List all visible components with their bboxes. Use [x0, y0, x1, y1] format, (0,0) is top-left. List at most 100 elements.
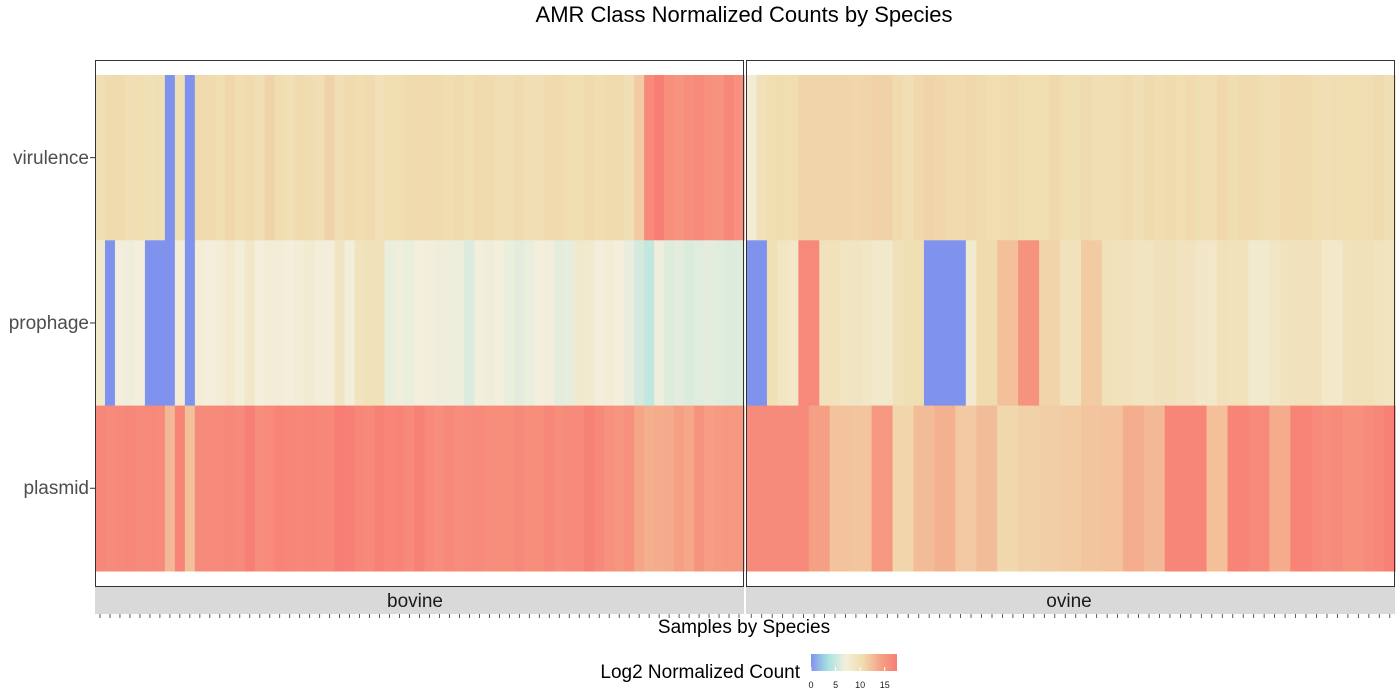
heatmap-cell	[194, 75, 206, 241]
heatmap-cell	[1175, 75, 1187, 241]
heatmap-cell	[504, 75, 515, 241]
heatmap-cell	[1185, 75, 1197, 241]
heatmap-cell	[1363, 405, 1375, 572]
y-label-virulence: virulence	[13, 148, 89, 169]
heatmap-cell	[624, 75, 635, 241]
heatmap-cell	[1384, 240, 1396, 407]
heatmap-cell	[1321, 240, 1333, 407]
heatmap-cell	[294, 240, 306, 407]
heatmap-cell	[364, 75, 376, 241]
heatmap-cell	[134, 405, 146, 572]
heatmap-cell	[564, 75, 575, 241]
heatmap-cell	[654, 75, 665, 241]
heatmap-cell	[524, 240, 535, 407]
heatmap-cell	[154, 75, 166, 241]
strip-ovine-bg	[746, 587, 1395, 614]
heatmap-cell	[1311, 75, 1323, 241]
heatmap-cell	[174, 240, 186, 407]
heatmap-cell	[766, 75, 779, 241]
heatmap-cell	[394, 240, 406, 407]
heatmap-cell	[254, 240, 266, 407]
heatmap-cell	[534, 75, 545, 241]
y-axis-ticks	[90, 157, 95, 489]
heatmap-cell	[284, 240, 296, 407]
strip-bovine-bg	[95, 587, 744, 614]
heatmap-cell	[674, 240, 685, 407]
heatmap-cell	[1300, 75, 1312, 241]
heatmap-cell	[164, 75, 176, 241]
heatmap-cell	[1332, 240, 1344, 407]
heatmap-cell	[264, 405, 276, 572]
heatmap-cell	[882, 75, 894, 241]
heatmap-cell	[1070, 240, 1082, 407]
legend-colorbar	[811, 654, 897, 671]
heatmap-cell	[1206, 240, 1218, 407]
heatmap-cell	[808, 240, 820, 407]
heatmap-cell	[1133, 240, 1145, 407]
heatmap-cell	[194, 405, 206, 572]
heatmap-cell	[1279, 75, 1291, 241]
heatmap-cell	[614, 75, 625, 241]
heatmap-cell	[1122, 405, 1134, 572]
heatmap-cell	[1028, 405, 1040, 572]
heatmap-cell	[746, 75, 758, 241]
heatmap-cell	[1353, 75, 1365, 241]
heatmap-cell	[965, 75, 977, 241]
heatmap-cell	[756, 240, 768, 407]
heatmap-cell	[414, 405, 426, 572]
heatmap-cell	[1154, 75, 1166, 241]
heatmap-cell	[624, 405, 635, 572]
heatmap-cell	[734, 75, 745, 241]
heatmap-cell	[364, 240, 376, 407]
heatmap-cell	[1196, 405, 1208, 572]
heatmap-cell	[384, 405, 396, 572]
heatmap-cell	[1175, 240, 1187, 407]
heatmap-cell	[986, 240, 998, 407]
heatmap-cell	[1039, 240, 1051, 407]
heatmap-cell	[274, 405, 286, 572]
heatmap-cell	[224, 405, 236, 572]
heatmap-cell	[434, 75, 446, 241]
heatmap-cell	[1353, 240, 1365, 407]
heatmap-cell	[1258, 75, 1270, 241]
heatmap-cell	[674, 75, 685, 241]
x-axis-title: Samples by Species	[658, 617, 830, 638]
heatmap-cell	[798, 240, 810, 407]
legend-tick-label: 5	[833, 680, 838, 690]
heatmap-cell	[1133, 405, 1145, 572]
heatmap-cell	[1112, 405, 1124, 572]
heatmap-cell	[314, 405, 326, 572]
heatmap-cell	[494, 240, 505, 407]
heatmap-cell	[574, 75, 585, 241]
heatmap-cell	[1007, 405, 1019, 572]
heatmap-cell	[564, 405, 575, 572]
x-axis-ticks	[99, 614, 1391, 618]
heatmap-cell	[434, 240, 446, 407]
heatmap-cell	[504, 405, 515, 572]
heatmap-cell	[154, 240, 166, 407]
heatmap-cell	[114, 75, 126, 241]
heatmap-cell	[819, 75, 831, 241]
heatmap-cell	[384, 240, 396, 407]
heatmap-cell	[394, 405, 406, 572]
y-label-plasmid: plasmid	[24, 478, 89, 499]
heatmap-cell	[294, 75, 306, 241]
heatmap-cell	[504, 240, 515, 407]
heatmap-cell	[986, 405, 998, 572]
heatmap-cell	[514, 75, 525, 241]
heatmap-cell	[664, 75, 675, 241]
heatmap-cell	[534, 240, 545, 407]
heatmap-cell	[404, 405, 416, 572]
heatmap-cell	[819, 405, 831, 572]
heatmap-cell	[354, 405, 366, 572]
heatmap-cell	[861, 405, 873, 572]
strip-bovine: bovine	[95, 587, 744, 614]
heatmap-cell	[95, 240, 106, 407]
heatmap-cell	[976, 405, 988, 572]
heatmap-cell	[134, 75, 146, 241]
heatmap-cell	[714, 240, 725, 407]
heatmap-cell	[214, 240, 226, 407]
heatmap-cell	[1039, 75, 1051, 241]
heatmap-cell	[777, 405, 789, 572]
heatmap-cell	[374, 75, 386, 241]
